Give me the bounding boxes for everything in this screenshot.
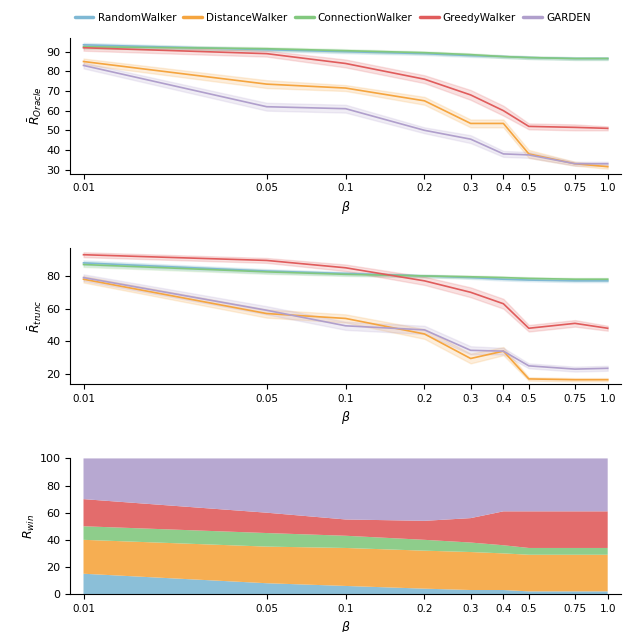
GreedyWalker (420, 75, 428, 83)
DistanceWalker (467, 119, 474, 127)
GreedyWalker (604, 125, 612, 132)
GARDEN (79, 62, 87, 70)
X-axis label: $\beta$: $\beta$ (340, 409, 351, 426)
GARDEN (525, 151, 532, 159)
Line: DistanceWalker: DistanceWalker (83, 61, 608, 167)
GreedyWalker (263, 50, 271, 58)
ConnectionWalker (604, 55, 612, 63)
DistanceWalker (604, 163, 612, 171)
Legend: RandomWalker, DistanceWalker, ConnectionWalker, GreedyWalker, GARDEN: RandomWalker, DistanceWalker, Connection… (70, 8, 595, 27)
Y-axis label: $\bar{R}_{trunc}$: $\bar{R}_{trunc}$ (26, 299, 44, 333)
GARDEN (604, 160, 612, 167)
GreedyWalker (467, 91, 474, 99)
GreedyWalker (500, 107, 508, 114)
ConnectionWalker (571, 55, 579, 63)
GARDEN (263, 103, 271, 111)
GARDEN (420, 126, 428, 134)
DistanceWalker (420, 97, 428, 105)
GARDEN (467, 135, 474, 143)
DistanceWalker (525, 150, 532, 158)
GreedyWalker (571, 124, 579, 131)
Line: GreedyWalker: GreedyWalker (83, 48, 608, 128)
RandomWalker (604, 55, 612, 63)
GARDEN (500, 150, 508, 158)
ConnectionWalker (79, 43, 87, 51)
ConnectionWalker (342, 47, 349, 54)
RandomWalker (342, 48, 349, 56)
DistanceWalker (263, 80, 271, 88)
RandomWalker (467, 52, 474, 59)
RandomWalker (263, 46, 271, 54)
GreedyWalker (342, 59, 349, 67)
GARDEN (571, 160, 579, 167)
ConnectionWalker (420, 49, 428, 56)
X-axis label: $\beta$: $\beta$ (340, 619, 351, 632)
DistanceWalker (571, 160, 579, 167)
RandomWalker (571, 55, 579, 63)
ConnectionWalker (525, 54, 532, 61)
DistanceWalker (79, 58, 87, 65)
Y-axis label: $R_{win}$: $R_{win}$ (22, 514, 37, 539)
ConnectionWalker (467, 51, 474, 58)
ConnectionWalker (500, 53, 508, 61)
Line: RandomWalker: RandomWalker (83, 45, 608, 59)
Y-axis label: $\bar{R}_{Oracle}$: $\bar{R}_{Oracle}$ (26, 87, 44, 125)
RandomWalker (525, 54, 532, 61)
DistanceWalker (342, 84, 349, 92)
RandomWalker (79, 41, 87, 49)
RandomWalker (500, 53, 508, 61)
X-axis label: $\beta$: $\beta$ (340, 199, 351, 216)
DistanceWalker (500, 119, 508, 127)
ConnectionWalker (263, 45, 271, 52)
GARDEN (342, 105, 349, 112)
Line: ConnectionWalker: ConnectionWalker (83, 47, 608, 59)
RandomWalker (420, 50, 428, 58)
GreedyWalker (79, 44, 87, 52)
GreedyWalker (525, 123, 532, 130)
Line: GARDEN: GARDEN (83, 66, 608, 164)
